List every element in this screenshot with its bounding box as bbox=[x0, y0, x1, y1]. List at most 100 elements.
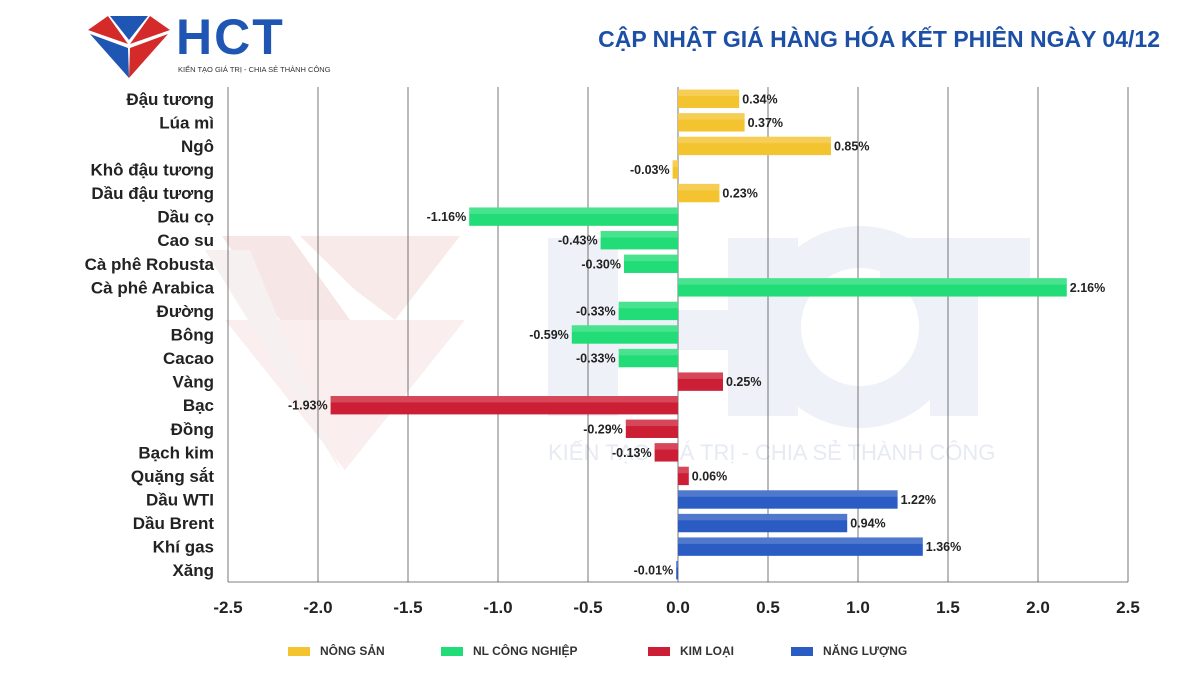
legend-item-nong-san: NÔNG SẢN bbox=[288, 644, 385, 658]
bar-highlight bbox=[625, 419, 678, 427]
data-label: 0.06% bbox=[692, 469, 727, 483]
category-label: Vàng bbox=[172, 373, 214, 392]
bar-highlight bbox=[678, 183, 720, 191]
bar-highlight bbox=[624, 254, 678, 262]
data-label: -0.29% bbox=[583, 422, 623, 436]
data-label: -1.16% bbox=[427, 210, 467, 224]
bar bbox=[571, 325, 678, 344]
bar-highlight bbox=[654, 443, 678, 450]
bar-highlight bbox=[678, 136, 831, 144]
bar bbox=[678, 89, 740, 108]
x-tick-label: 1.5 bbox=[936, 598, 960, 617]
category-label: Đậu tương bbox=[126, 90, 214, 109]
bar-highlight bbox=[678, 490, 898, 497]
category-label: Dầu cọ bbox=[157, 208, 214, 227]
bar-highlight bbox=[678, 537, 923, 544]
bar bbox=[678, 278, 1067, 297]
bar-highlight bbox=[469, 207, 678, 214]
legend-label: NL CÔNG NGHIỆP bbox=[473, 644, 578, 658]
x-tick-label: -2.5 bbox=[213, 598, 242, 617]
bar-highlight bbox=[571, 325, 678, 332]
x-tick-label: -0.5 bbox=[573, 598, 602, 617]
category-label: Dầu Brent bbox=[133, 514, 215, 533]
category-label: Cao su bbox=[157, 231, 214, 250]
category-label: Cacao bbox=[163, 349, 214, 368]
x-tick-label: 0.5 bbox=[756, 598, 780, 617]
bar bbox=[678, 466, 689, 486]
data-label: 2.16% bbox=[1070, 281, 1105, 295]
category-label: Khí gas bbox=[153, 538, 214, 557]
legend-item-nang-luong: NĂNG LƯỢNG bbox=[791, 644, 907, 658]
bar-highlight bbox=[678, 372, 723, 379]
legend-swatch bbox=[288, 646, 310, 656]
legend-swatch bbox=[441, 646, 463, 656]
category-label: Cà phê Robusta bbox=[85, 255, 215, 274]
page-title: CẬP NHẬT GIÁ HÀNG HÓA KẾT PHIÊN NGÀY 04/… bbox=[598, 26, 1160, 52]
category-label: Khô đậu tương bbox=[90, 161, 214, 180]
x-tick-label: 2.0 bbox=[1026, 598, 1050, 617]
bar bbox=[678, 183, 720, 203]
data-label: -0.01% bbox=[634, 564, 674, 578]
category-label: Dầu đậu tương bbox=[91, 184, 214, 203]
bar bbox=[678, 113, 745, 132]
bar bbox=[618, 348, 678, 368]
bar bbox=[600, 231, 678, 250]
bar bbox=[678, 513, 848, 533]
bar bbox=[678, 372, 723, 391]
category-label: Đồng bbox=[171, 420, 214, 439]
brand-tagline: KIẾN TẠO GIÁ TRỊ - CHIA SẺ THÀNH CÔNG bbox=[178, 65, 331, 74]
data-label: -0.33% bbox=[576, 304, 616, 318]
category-label: Bạc bbox=[183, 396, 214, 415]
bar-highlight bbox=[678, 89, 740, 97]
legend-label: KIM LOẠI bbox=[680, 644, 734, 658]
bar bbox=[678, 490, 898, 509]
x-tick-label: 0.0 bbox=[666, 598, 690, 617]
bar bbox=[678, 537, 923, 556]
bar-highlight bbox=[678, 513, 848, 521]
bar bbox=[625, 419, 678, 438]
bar-highlight bbox=[600, 231, 678, 238]
data-label: -0.30% bbox=[581, 257, 621, 271]
data-label: -0.43% bbox=[558, 234, 598, 248]
bar-highlight bbox=[678, 113, 745, 120]
bar-highlight bbox=[676, 561, 678, 568]
brand-logo: HCT KIẾN TẠO GIÁ TRỊ - CHIA SẺ THÀNH CÔN… bbox=[88, 9, 331, 80]
bar bbox=[654, 443, 678, 462]
data-label: 0.94% bbox=[850, 517, 885, 531]
category-label: Bạch kim bbox=[138, 443, 214, 462]
bar-highlight bbox=[672, 160, 678, 167]
category-label: Cà phê Arabica bbox=[91, 278, 215, 297]
chart-legend: NÔNG SẢN NL CÔNG NGHIỆP KIM LOẠI NĂNG LƯỢNG bbox=[0, 644, 1200, 668]
category-label: Bông bbox=[171, 326, 214, 345]
data-label: 0.34% bbox=[742, 92, 777, 106]
bar bbox=[330, 396, 678, 415]
x-tick-label: 2.5 bbox=[1116, 598, 1140, 617]
bar bbox=[676, 561, 678, 580]
bar-highlight bbox=[678, 466, 689, 474]
bar-highlight bbox=[678, 278, 1067, 285]
category-label: Đường bbox=[157, 302, 214, 321]
watermark-tagline: KIẾN TẠO GIÁ TRỊ - CHIA SẺ THÀNH CÔNG bbox=[548, 440, 996, 465]
bar-highlight bbox=[618, 301, 678, 309]
bar-highlight bbox=[618, 348, 678, 356]
logo-diamond-icon bbox=[88, 16, 170, 78]
category-label: Ngô bbox=[181, 137, 214, 156]
legend-item-nl-cong-nghiep: NL CÔNG NGHIỆP bbox=[441, 644, 577, 658]
bar bbox=[618, 301, 678, 321]
data-label: 0.25% bbox=[726, 375, 761, 389]
legend-label: NÔNG SẢN bbox=[320, 644, 385, 658]
legend-swatch bbox=[791, 646, 813, 656]
data-label: 1.22% bbox=[901, 493, 936, 507]
data-label: 0.37% bbox=[748, 116, 783, 130]
data-label: -0.03% bbox=[630, 163, 670, 177]
legend-swatch bbox=[648, 646, 670, 656]
bar bbox=[672, 160, 678, 179]
x-tick-label: 1.0 bbox=[846, 598, 870, 617]
data-label: -0.59% bbox=[529, 328, 569, 342]
category-label: Lúa mì bbox=[159, 113, 214, 132]
x-tick-label: -1.0 bbox=[483, 598, 512, 617]
category-label: Xăng bbox=[172, 561, 214, 580]
bar bbox=[469, 207, 678, 226]
bar bbox=[678, 136, 831, 156]
